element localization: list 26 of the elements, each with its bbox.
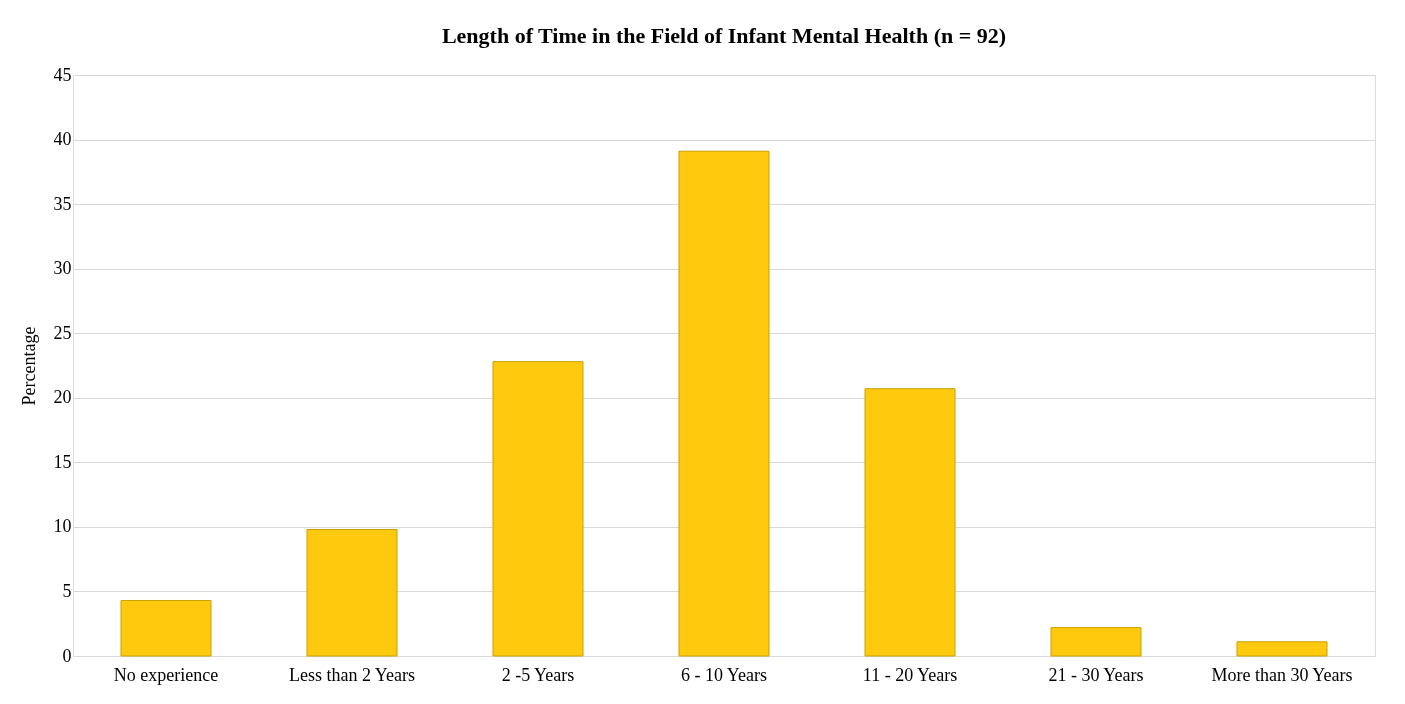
x-tick-label: 11 - 20 Years — [862, 664, 958, 685]
y-tick-label: 25 — [53, 322, 72, 343]
x-tick-label: 6 - 10 Years — [680, 664, 768, 685]
x-tick-label: 21 - 30 Years — [1048, 664, 1144, 685]
chart-title: Length of Time in the Field of Infant Mental Health (n = 92) — [441, 23, 1007, 48]
y-tick-label: 20 — [53, 387, 72, 408]
y-tick-label: 30 — [53, 258, 72, 279]
y-tick-label: 5 — [62, 580, 72, 601]
bar — [1050, 627, 1142, 657]
y-tick-label: 10 — [53, 516, 72, 537]
bar — [120, 599, 212, 657]
y-tick-label: 45 — [53, 64, 72, 85]
y-axis-title: Percentage — [18, 326, 39, 406]
x-tick-label: More than 30 Years — [1211, 664, 1353, 685]
bar — [864, 388, 956, 657]
bar — [678, 150, 770, 657]
x-tick-label: Less than 2 Years — [289, 664, 415, 685]
bar — [1236, 641, 1328, 657]
x-tick-label: 2 -5 Years — [501, 664, 575, 685]
y-tick-label: 40 — [53, 129, 72, 150]
x-tick-label: No experience — [113, 664, 219, 685]
y-tick-label: 35 — [53, 193, 72, 214]
bar — [306, 528, 398, 657]
y-tick-label: 15 — [53, 451, 72, 472]
bar — [492, 361, 584, 657]
y-tick-label: 0 — [62, 645, 72, 666]
